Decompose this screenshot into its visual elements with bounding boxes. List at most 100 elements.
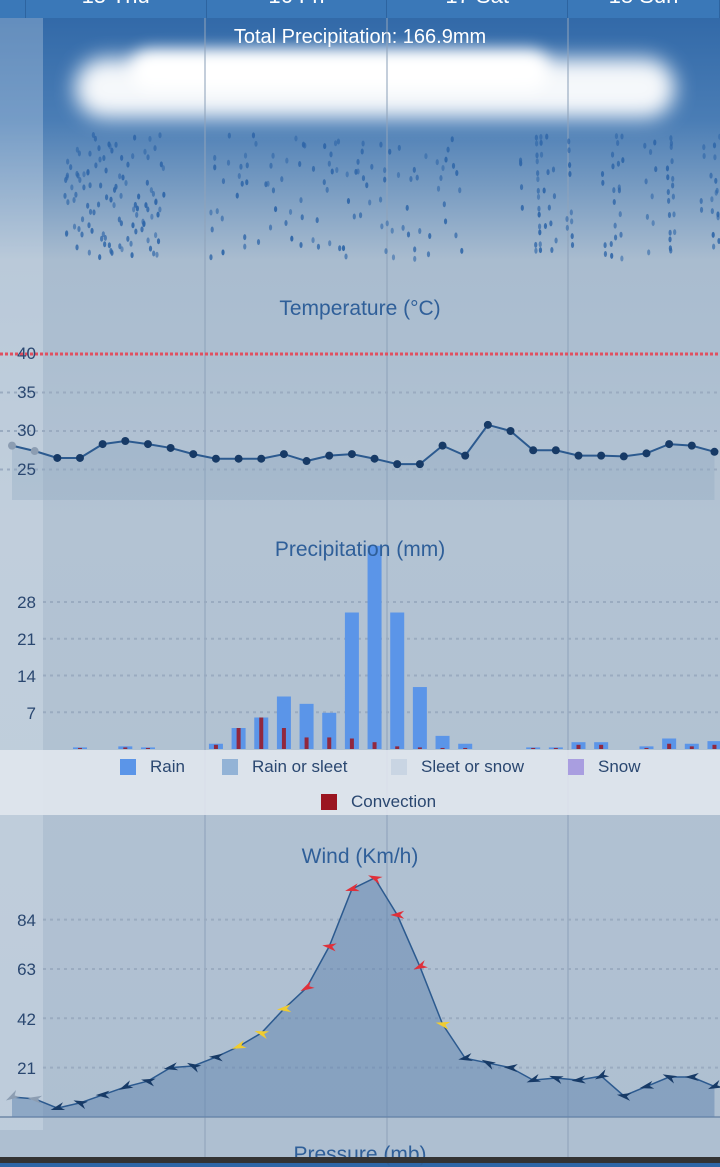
rain-drop bbox=[539, 151, 544, 158]
rain-drop bbox=[345, 171, 349, 178]
rain-drop bbox=[77, 150, 81, 157]
rain-drop bbox=[714, 189, 718, 196]
rain-drop bbox=[288, 208, 293, 215]
rain-drop bbox=[401, 224, 405, 231]
rain-drop bbox=[534, 140, 539, 147]
rain-bar bbox=[458, 743, 473, 749]
wind-title: Wind (Km/h) bbox=[301, 845, 419, 868]
rain-drop bbox=[329, 151, 333, 158]
rain-drop bbox=[96, 201, 101, 208]
rain-drop bbox=[709, 172, 713, 179]
rain-drop bbox=[546, 169, 550, 176]
rain-drop bbox=[570, 242, 575, 249]
rain-drop bbox=[643, 142, 647, 149]
wind-arrow-icon bbox=[549, 1075, 564, 1084]
rain-drop bbox=[650, 193, 654, 200]
tab-day-3[interactable]: 17 Sat bbox=[387, 0, 569, 18]
rain-drop bbox=[391, 254, 396, 261]
convection-bar bbox=[395, 746, 400, 749]
convection-bar bbox=[259, 717, 264, 749]
wind-arrow-icon bbox=[27, 1095, 43, 1104]
rain-drop bbox=[412, 166, 416, 173]
rain-drop bbox=[80, 216, 85, 223]
rain-drop bbox=[130, 252, 134, 259]
rain-drop bbox=[102, 154, 106, 161]
rain-drop bbox=[668, 245, 672, 252]
convection-bar bbox=[417, 747, 422, 749]
rain-drop bbox=[441, 165, 445, 172]
rain-drop bbox=[327, 160, 331, 167]
rain-drop bbox=[714, 177, 718, 184]
rain-drop bbox=[226, 159, 231, 166]
rain-drop bbox=[536, 170, 540, 177]
rain-drop bbox=[702, 152, 706, 159]
tab-prev[interactable] bbox=[0, 0, 26, 18]
temp-point bbox=[257, 454, 266, 463]
precip-tick: 14 bbox=[17, 667, 36, 686]
rain-drop bbox=[80, 231, 84, 238]
rain-drop bbox=[154, 199, 158, 206]
rain-drop bbox=[710, 208, 714, 215]
rain-drop bbox=[137, 193, 141, 200]
wind-arrow-icon bbox=[708, 1080, 720, 1090]
rain-drop bbox=[97, 145, 101, 152]
precip-tick: 7 bbox=[26, 704, 36, 723]
rain-drop bbox=[439, 175, 443, 182]
convection-bar bbox=[531, 747, 536, 749]
rain-drop bbox=[534, 247, 538, 254]
convection-bar bbox=[463, 747, 468, 749]
legend-convection: Convection bbox=[321, 792, 436, 812]
rain-drop bbox=[65, 174, 69, 181]
rain-drop bbox=[460, 247, 464, 254]
rain-drop bbox=[294, 135, 298, 142]
rain-drop bbox=[535, 158, 539, 165]
rain-drop bbox=[103, 241, 107, 248]
rain-drop bbox=[443, 218, 448, 225]
rain-drop bbox=[520, 204, 524, 211]
rain-drop bbox=[158, 206, 162, 213]
wind-arrow-icon bbox=[503, 1064, 518, 1073]
wind-arrow-icon bbox=[186, 1062, 202, 1073]
snow-swatch bbox=[568, 759, 584, 775]
rain-drop bbox=[669, 135, 673, 142]
rain-drop bbox=[82, 171, 86, 178]
convection-bar bbox=[553, 747, 558, 749]
rain-drop bbox=[702, 144, 706, 151]
rain-drop bbox=[538, 223, 542, 230]
rain-bar bbox=[299, 703, 314, 749]
rain-drop bbox=[666, 174, 670, 181]
rain-drop bbox=[671, 175, 675, 182]
wind-arrow-icon bbox=[390, 910, 405, 919]
rain-drop bbox=[88, 208, 93, 215]
rain-drop bbox=[538, 229, 542, 236]
rain-drop bbox=[227, 132, 231, 139]
rain-drop bbox=[93, 135, 98, 142]
rain-drop bbox=[519, 184, 524, 191]
rain-drop bbox=[254, 140, 258, 147]
temp-point bbox=[597, 451, 606, 460]
tab-day-2[interactable]: 16 Fri bbox=[206, 0, 388, 18]
rain-drop bbox=[209, 254, 213, 261]
rain-drop bbox=[154, 232, 158, 239]
temp-point bbox=[53, 453, 62, 462]
temp-point bbox=[98, 440, 107, 449]
rain-drop bbox=[384, 248, 388, 255]
rain-drop bbox=[335, 166, 339, 173]
precipitation-legend: Rain Rain or sleet Sleet or snow Snow Co… bbox=[0, 750, 720, 815]
rain-drop bbox=[285, 157, 289, 164]
rain-drop bbox=[118, 243, 122, 250]
precipitation-title: Precipitation (mm) bbox=[274, 538, 446, 561]
rain-drop bbox=[103, 234, 107, 241]
rain-drop bbox=[299, 242, 303, 249]
rain-drop bbox=[365, 182, 369, 189]
temp-point bbox=[551, 446, 560, 455]
rain-drop bbox=[221, 249, 225, 256]
wind-arrow-icon bbox=[345, 883, 360, 892]
rain-drop bbox=[713, 154, 717, 161]
rain-drop bbox=[333, 140, 338, 147]
rain-drop bbox=[609, 241, 613, 248]
convection-bar bbox=[327, 737, 332, 749]
rain-drop bbox=[78, 177, 82, 184]
rain-drop bbox=[667, 197, 671, 204]
tab-day-1[interactable]: 15 Thu bbox=[25, 0, 207, 18]
